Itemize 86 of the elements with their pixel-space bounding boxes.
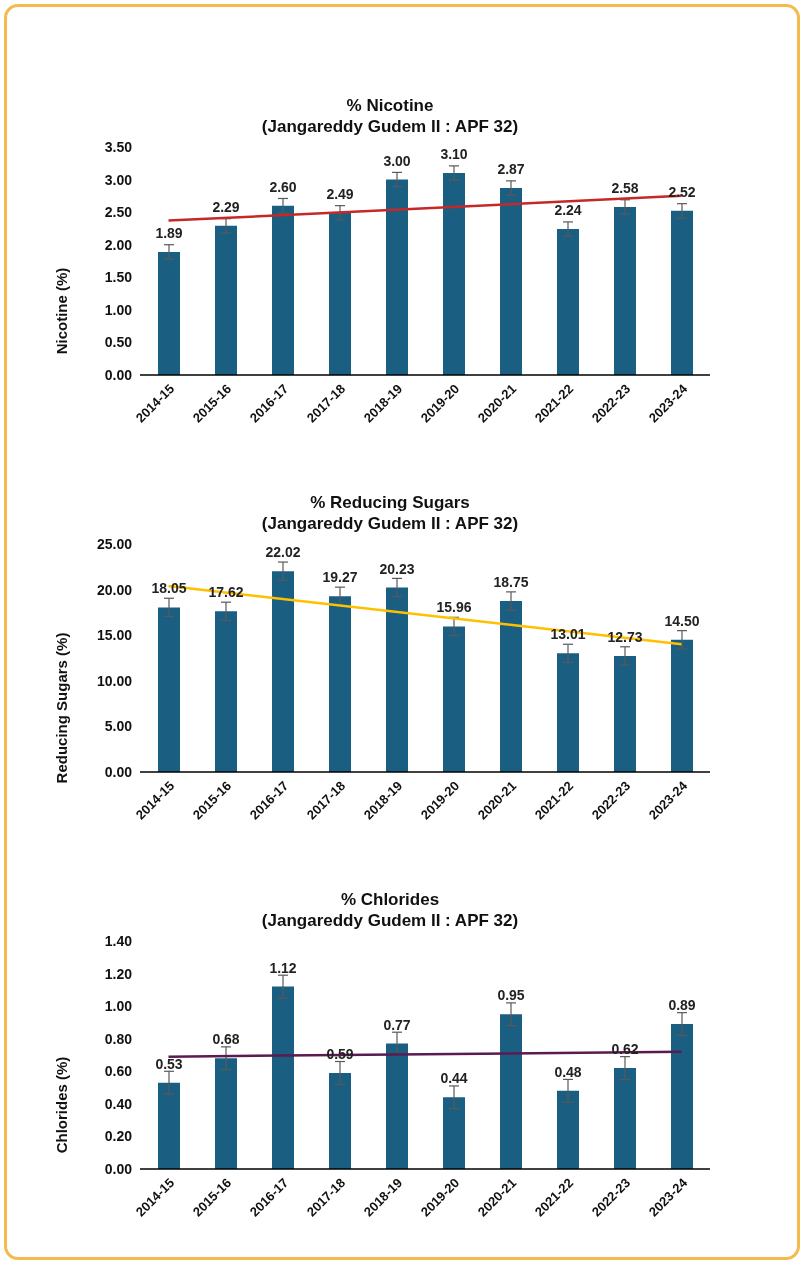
- y-tick-label: 25.00: [96, 535, 133, 552]
- y-axis-title: Chlorides (%): [53, 1056, 71, 1154]
- data-label: 0.95: [497, 987, 525, 1004]
- data-label: 2.87: [497, 161, 525, 178]
- y-tick-label: 0.00: [104, 763, 133, 780]
- y-tick-label: 0.40: [104, 1095, 133, 1112]
- chart-subtitle: (Jangareddy Gudem II : APF 32): [260, 910, 520, 931]
- bar: [557, 229, 579, 375]
- bar: [158, 251, 180, 375]
- bar: [158, 607, 180, 772]
- data-label: 2.24: [554, 202, 582, 219]
- y-tick-label: 0.60: [104, 1063, 133, 1080]
- y-tick-label: 3.50: [104, 138, 133, 155]
- y-tick-label: 1.20: [104, 965, 133, 982]
- bar: [443, 1097, 465, 1169]
- y-tick-label: 20.00: [96, 581, 133, 598]
- data-label: 1.89: [155, 224, 183, 241]
- chart-subtitle: (Jangareddy Gudem II : APF 32): [260, 513, 520, 534]
- data-label: 18.75: [493, 574, 529, 590]
- bar: [614, 206, 636, 375]
- bar: [386, 1043, 408, 1169]
- y-tick-label: 0.20: [104, 1128, 133, 1145]
- y-tick-label: 3.00: [104, 171, 133, 188]
- data-label: 2.58: [611, 179, 639, 196]
- bar: [329, 596, 351, 772]
- data-label: 2.49: [326, 185, 354, 202]
- bar: [557, 1090, 579, 1169]
- y-axis-title: Nicotine (%): [53, 267, 71, 355]
- chart-subtitle: (Jangareddy Gudem II : APF 32): [260, 116, 520, 137]
- data-label: 2.29: [212, 198, 240, 215]
- bar: [557, 653, 579, 772]
- chart-title: % Chlorides: [339, 889, 441, 910]
- bar: [671, 1024, 693, 1169]
- y-tick-label: 10.00: [96, 672, 133, 689]
- bar: [386, 587, 408, 772]
- bar: [272, 205, 294, 375]
- data-label: 3.10: [440, 146, 468, 163]
- bar: [614, 655, 636, 772]
- bar: [215, 225, 237, 375]
- y-tick-label: 5.00: [104, 718, 133, 735]
- bar: [272, 986, 294, 1169]
- data-label: 22.02: [265, 544, 301, 561]
- bar: [500, 1014, 522, 1169]
- bar: [443, 626, 465, 772]
- bar: [158, 1082, 180, 1169]
- y-tick-label: 1.50: [104, 269, 133, 286]
- bar: [443, 173, 465, 375]
- data-label: 14.50: [664, 612, 700, 629]
- data-label: 20.23: [379, 560, 415, 577]
- bar: [329, 1072, 351, 1169]
- bar: [272, 571, 294, 772]
- bar: [671, 210, 693, 375]
- bar: [215, 1058, 237, 1169]
- y-tick-label: 2.00: [104, 236, 133, 253]
- y-tick-label: 2.50: [104, 204, 133, 221]
- data-label: 2.52: [668, 183, 696, 200]
- y-tick-label: 1.40: [104, 932, 133, 949]
- data-label: 15.96: [436, 599, 472, 616]
- y-axis-title: Reducing Sugars (%): [53, 632, 71, 784]
- data-label: 0.53: [155, 1055, 183, 1072]
- bar: [386, 179, 408, 375]
- bar: [500, 188, 522, 375]
- data-label: 0.48: [554, 1063, 582, 1080]
- bar: [215, 611, 237, 772]
- y-tick-label: 1.00: [104, 301, 133, 318]
- bar: [329, 212, 351, 375]
- data-label: 0.44: [440, 1070, 468, 1087]
- data-label: 18.05: [151, 580, 187, 597]
- bar: [614, 1068, 636, 1169]
- data-label: 0.68: [212, 1031, 240, 1048]
- data-label: 1.12: [269, 959, 297, 976]
- data-label: 0.77: [383, 1016, 411, 1033]
- bar: [671, 639, 693, 772]
- bar: [500, 601, 522, 772]
- y-tick-label: 0.00: [104, 1160, 133, 1177]
- chart-title: % Nicotine: [345, 95, 435, 116]
- y-tick-label: 0.50: [104, 334, 133, 351]
- data-label: 0.89: [668, 997, 696, 1014]
- y-tick-label: 0.80: [104, 1030, 133, 1047]
- data-label: 19.27: [322, 569, 358, 586]
- chart-title: % Reducing Sugars: [309, 492, 471, 513]
- data-label: 3.00: [383, 152, 411, 169]
- data-label: 2.60: [269, 178, 297, 195]
- y-tick-label: 0.00: [104, 366, 133, 383]
- y-tick-label: 15.00: [96, 627, 133, 644]
- y-tick-label: 1.00: [104, 998, 133, 1015]
